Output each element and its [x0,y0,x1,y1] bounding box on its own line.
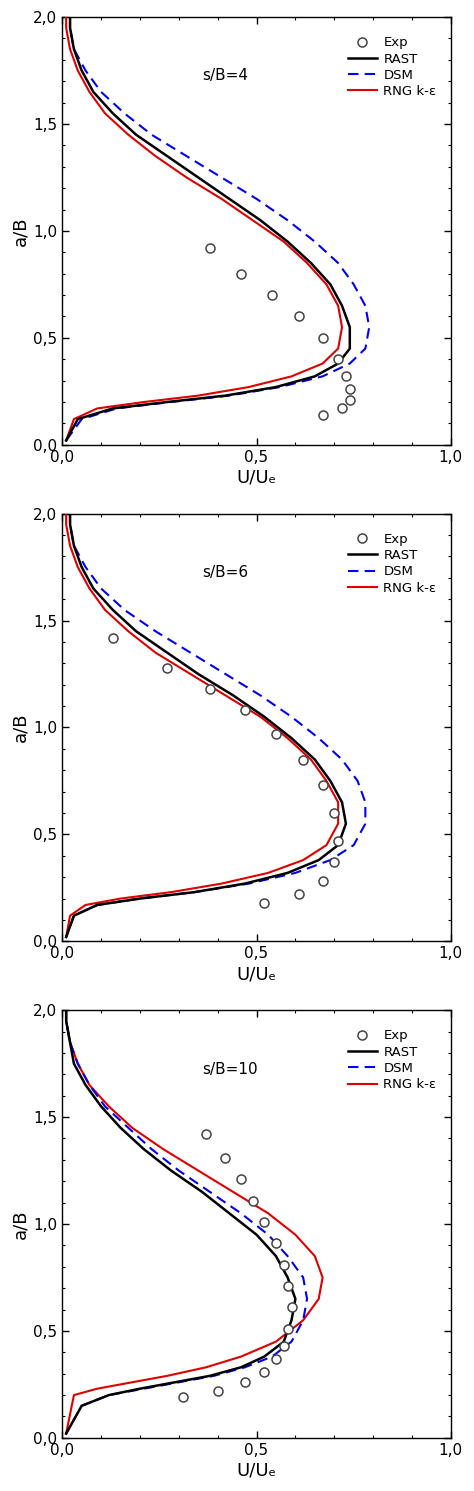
Legend: Exp, RAST, DSM, RNG k-ε: Exp, RAST, DSM, RNG k-ε [344,529,440,598]
Legend: Exp, RAST, DSM, RNG k-ε: Exp, RAST, DSM, RNG k-ε [344,1026,440,1096]
Text: s/B=4: s/B=4 [202,69,248,83]
Y-axis label: a/B: a/B [11,713,29,743]
X-axis label: U/Uₑ: U/Uₑ [237,468,277,488]
Y-axis label: a/B: a/B [11,216,29,246]
Text: s/B=6: s/B=6 [202,565,248,580]
Y-axis label: a/B: a/B [11,1209,29,1239]
X-axis label: U/Uₑ: U/Uₑ [237,965,277,984]
X-axis label: U/Uₑ: U/Uₑ [237,1461,277,1481]
Text: s/B=10: s/B=10 [202,1062,258,1077]
Legend: Exp, RAST, DSM, RNG k-ε: Exp, RAST, DSM, RNG k-ε [344,33,440,101]
